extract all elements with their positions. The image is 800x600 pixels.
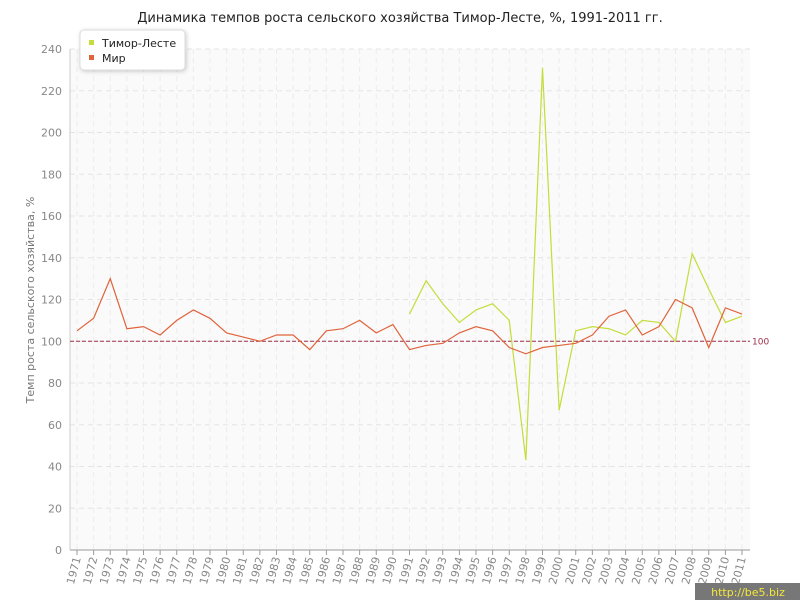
legend-swatch [89,55,94,60]
series-line [76,276,743,355]
legend-label: Мир [102,52,126,65]
watermark-bg [695,583,800,600]
chart-title: Динамика темпов роста сельского хозяйств… [137,11,662,26]
y-tick-label: 240 [41,43,62,56]
y-tick-label: 120 [41,294,62,307]
y-tick-label: 160 [41,210,62,223]
y-tick-label: 140 [41,252,62,265]
y-tick-label: 0 [55,544,62,557]
y-tick-label: 200 [41,127,62,140]
y-tick-label: 180 [41,168,62,181]
y-axis-label: Темп роста сельского хозяйства, % [24,197,37,405]
legend: Тимор-Лесте Мир [79,29,186,71]
reference-label: 100 [752,337,769,347]
watermark: http://be5.biz [711,586,785,599]
y-tick-label: 100 [41,335,62,348]
y-tick-label: 60 [48,419,62,432]
legend-label: Тимор-Лесте [101,37,176,50]
series-line [408,67,743,461]
legend-box [79,29,186,71]
y-tick-label: 220 [41,85,62,98]
y-tick-label: 40 [48,461,62,474]
y-tick-label: 80 [48,377,62,390]
legend-swatch [89,40,94,45]
y-tick-label: 20 [48,502,62,515]
